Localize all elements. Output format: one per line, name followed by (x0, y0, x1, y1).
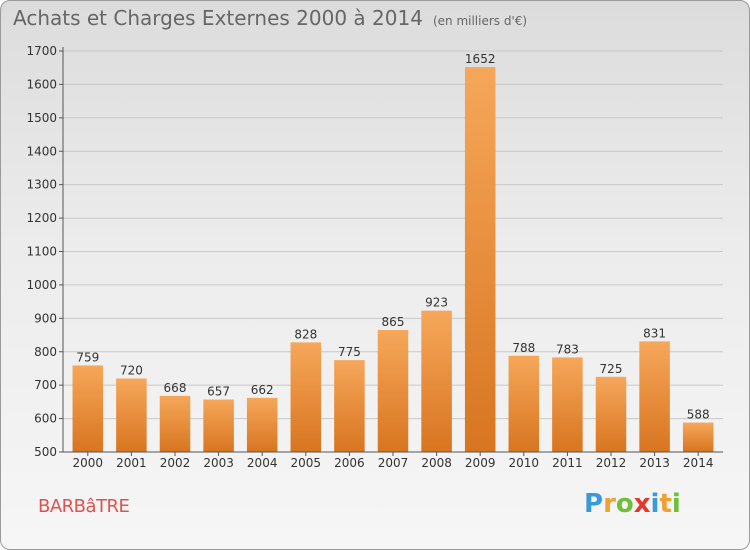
x-tick-label-2001: 2001 (116, 456, 147, 470)
data-label-2005: 828 (294, 327, 317, 341)
x-tick-label-2012: 2012 (596, 456, 627, 470)
y-tick-label: 1200 (26, 211, 57, 225)
bar-2004 (246, 397, 278, 452)
logo-letter: t (659, 489, 672, 519)
x-tick-label-2000: 2000 (73, 456, 104, 470)
data-label-2013: 831 (643, 326, 666, 340)
logo-letter: P (584, 489, 604, 519)
y-tick-label: 1300 (26, 178, 57, 192)
x-tick-label-2006: 2006 (334, 456, 365, 470)
x-tick-label-2004: 2004 (247, 456, 278, 470)
bar-2001 (116, 378, 147, 452)
data-label-2004: 662 (251, 383, 274, 397)
y-tick-label: 600 (34, 412, 57, 426)
y-tick-label: 1500 (26, 111, 57, 125)
chart-subtitle: (en milliers d'€) (432, 14, 528, 28)
bar-2005 (290, 342, 322, 452)
x-tick-label-2007: 2007 (378, 456, 409, 470)
data-label-2014: 588 (687, 408, 710, 422)
data-label-2006: 775 (338, 345, 361, 359)
y-tick-label: 900 (34, 311, 57, 325)
x-tick-label-2005: 2005 (291, 456, 322, 470)
y-tick-label: 500 (34, 445, 57, 459)
logo-letter: x (633, 489, 651, 519)
y-tick-label: 1100 (26, 245, 57, 259)
logo-letter: r (603, 489, 616, 519)
y-tick-label: 1000 (26, 278, 57, 292)
data-label-2002: 668 (164, 381, 187, 395)
x-tick-label-2008: 2008 (421, 456, 452, 470)
bar-2009 (464, 67, 496, 452)
bar-2014 (682, 422, 714, 452)
bar-2006 (334, 360, 365, 452)
bar-2012 (595, 376, 627, 452)
data-label-2000: 759 (76, 350, 99, 364)
data-label-2012: 725 (600, 362, 623, 376)
x-tick-label-2009: 2009 (465, 456, 496, 470)
x-tick-label-2003: 2003 (203, 456, 234, 470)
proxiti-logo: Proxiti (584, 489, 681, 519)
bar-2008 (421, 310, 452, 452)
bar-2007 (377, 330, 409, 452)
x-tick-label-2013: 2013 (639, 456, 670, 470)
data-label-2007: 865 (382, 315, 405, 329)
bar-2011 (552, 357, 583, 452)
logo-letter: i (671, 489, 681, 519)
data-label-2001: 720 (120, 363, 143, 377)
x-tick-label-2010: 2010 (509, 456, 540, 470)
data-label-2003: 657 (207, 385, 230, 399)
x-tick-label-2002: 2002 (160, 456, 191, 470)
data-label-2011: 783 (556, 342, 579, 356)
bar-2003 (203, 399, 234, 452)
bar-2000 (72, 365, 104, 452)
y-tick-label: 1700 (26, 44, 57, 58)
bar-2002 (159, 395, 191, 452)
logo-letter: i (650, 489, 660, 519)
logo-letter: o (615, 489, 634, 519)
data-label-2010: 788 (512, 341, 535, 355)
y-tick-label: 800 (34, 345, 57, 359)
y-tick-label: 1400 (26, 144, 57, 158)
y-tick-label: 1600 (26, 77, 57, 91)
x-tick-label-2014: 2014 (683, 456, 714, 470)
data-label-2008: 923 (425, 296, 448, 310)
y-tick-label: 700 (34, 378, 57, 392)
bar-2010 (508, 355, 540, 452)
x-tick-label-2011: 2011 (552, 456, 583, 470)
bar-2013 (639, 341, 670, 452)
data-label-2009: 1652 (465, 52, 496, 66)
chart-title: Achats et Charges Externes 2000 à 2014 (e… (13, 6, 527, 30)
commune-name: BARBâTRE (38, 496, 130, 517)
chart-title-text: Achats et Charges Externes 2000 à 2014 (13, 6, 423, 30)
